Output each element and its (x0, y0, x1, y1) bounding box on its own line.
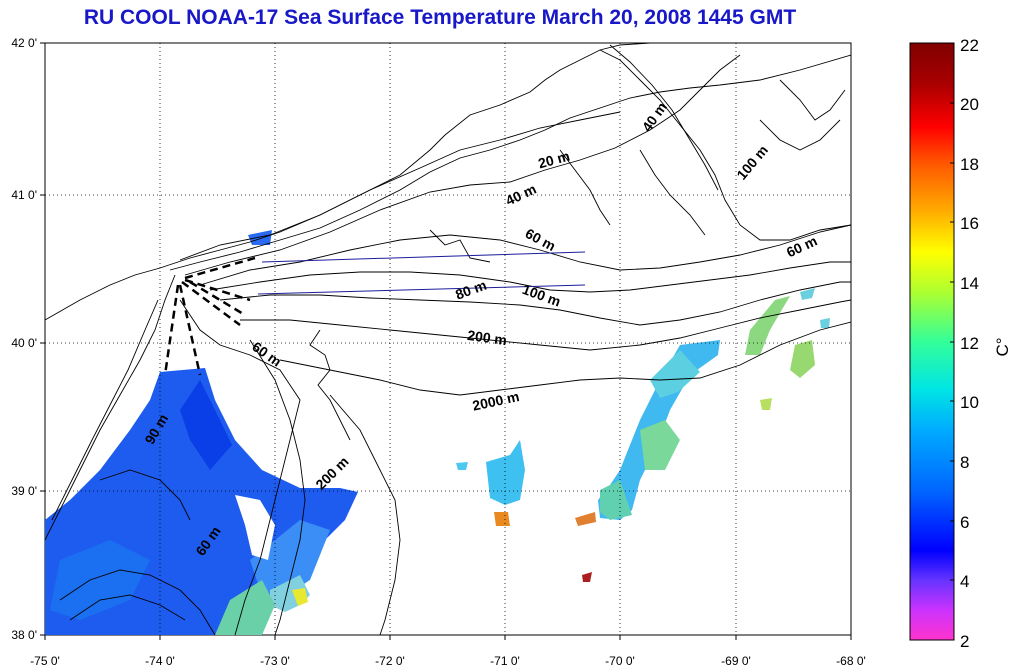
survey-lines (257, 251, 586, 295)
sst-patches (45, 230, 830, 635)
colorbar: 22 20 18 16 14 12 10 8 6 4 2 C° (909, 36, 1012, 651)
colorbar-tick: 8 (960, 453, 969, 472)
colorbar-tick: 10 (960, 393, 979, 412)
colorbar-tick: 14 (960, 274, 979, 293)
colorbar-tick: 18 (960, 155, 979, 174)
map-title: RU COOL NOAA-17 Sea Surface Temperature … (83, 6, 797, 29)
graticule (45, 43, 851, 635)
lon-label: -69 0' (721, 654, 751, 668)
lon-label: -75 0' (30, 654, 60, 668)
depth-label: 200 m (466, 327, 508, 348)
lon-label: -68 0' (836, 654, 866, 668)
colorbar-tick: 16 (960, 214, 979, 233)
lat-label: 40 0' (11, 336, 37, 350)
colorbar-tick: 2 (960, 632, 969, 651)
transect-lines (163, 256, 256, 376)
lat-label: 41 0' (11, 188, 37, 202)
colorbar-tick: 6 (960, 513, 969, 532)
colorbar-unit: C° (993, 337, 1012, 356)
lon-labels: -75 0' -74 0' -73 0' -72 0' -71 0' -70 0… (30, 654, 866, 668)
lat-label: 38 0' (11, 628, 37, 642)
lat-label: 39 0' (11, 484, 37, 498)
colorbar-gradient (909, 42, 955, 641)
colorbar-tick: 22 (960, 36, 979, 55)
depth-label: 20 m (536, 148, 571, 172)
tick-marks (40, 42, 852, 640)
lat-labels: 42 0' 41 0' 40 0' 39 0' 38 0' (11, 36, 37, 642)
lon-label: -73 0' (260, 654, 290, 668)
lat-label: 42 0' (11, 36, 37, 50)
lon-label: -70 0' (605, 654, 635, 668)
colorbar-tick: 20 (960, 95, 979, 114)
lon-label: -71 0' (490, 654, 520, 668)
coastline-contours (45, 43, 851, 635)
lon-label: -74 0' (145, 654, 175, 668)
lon-label: -72 0' (375, 654, 405, 668)
colorbar-tick: 12 (960, 334, 979, 353)
colorbar-tick: 4 (960, 572, 969, 591)
